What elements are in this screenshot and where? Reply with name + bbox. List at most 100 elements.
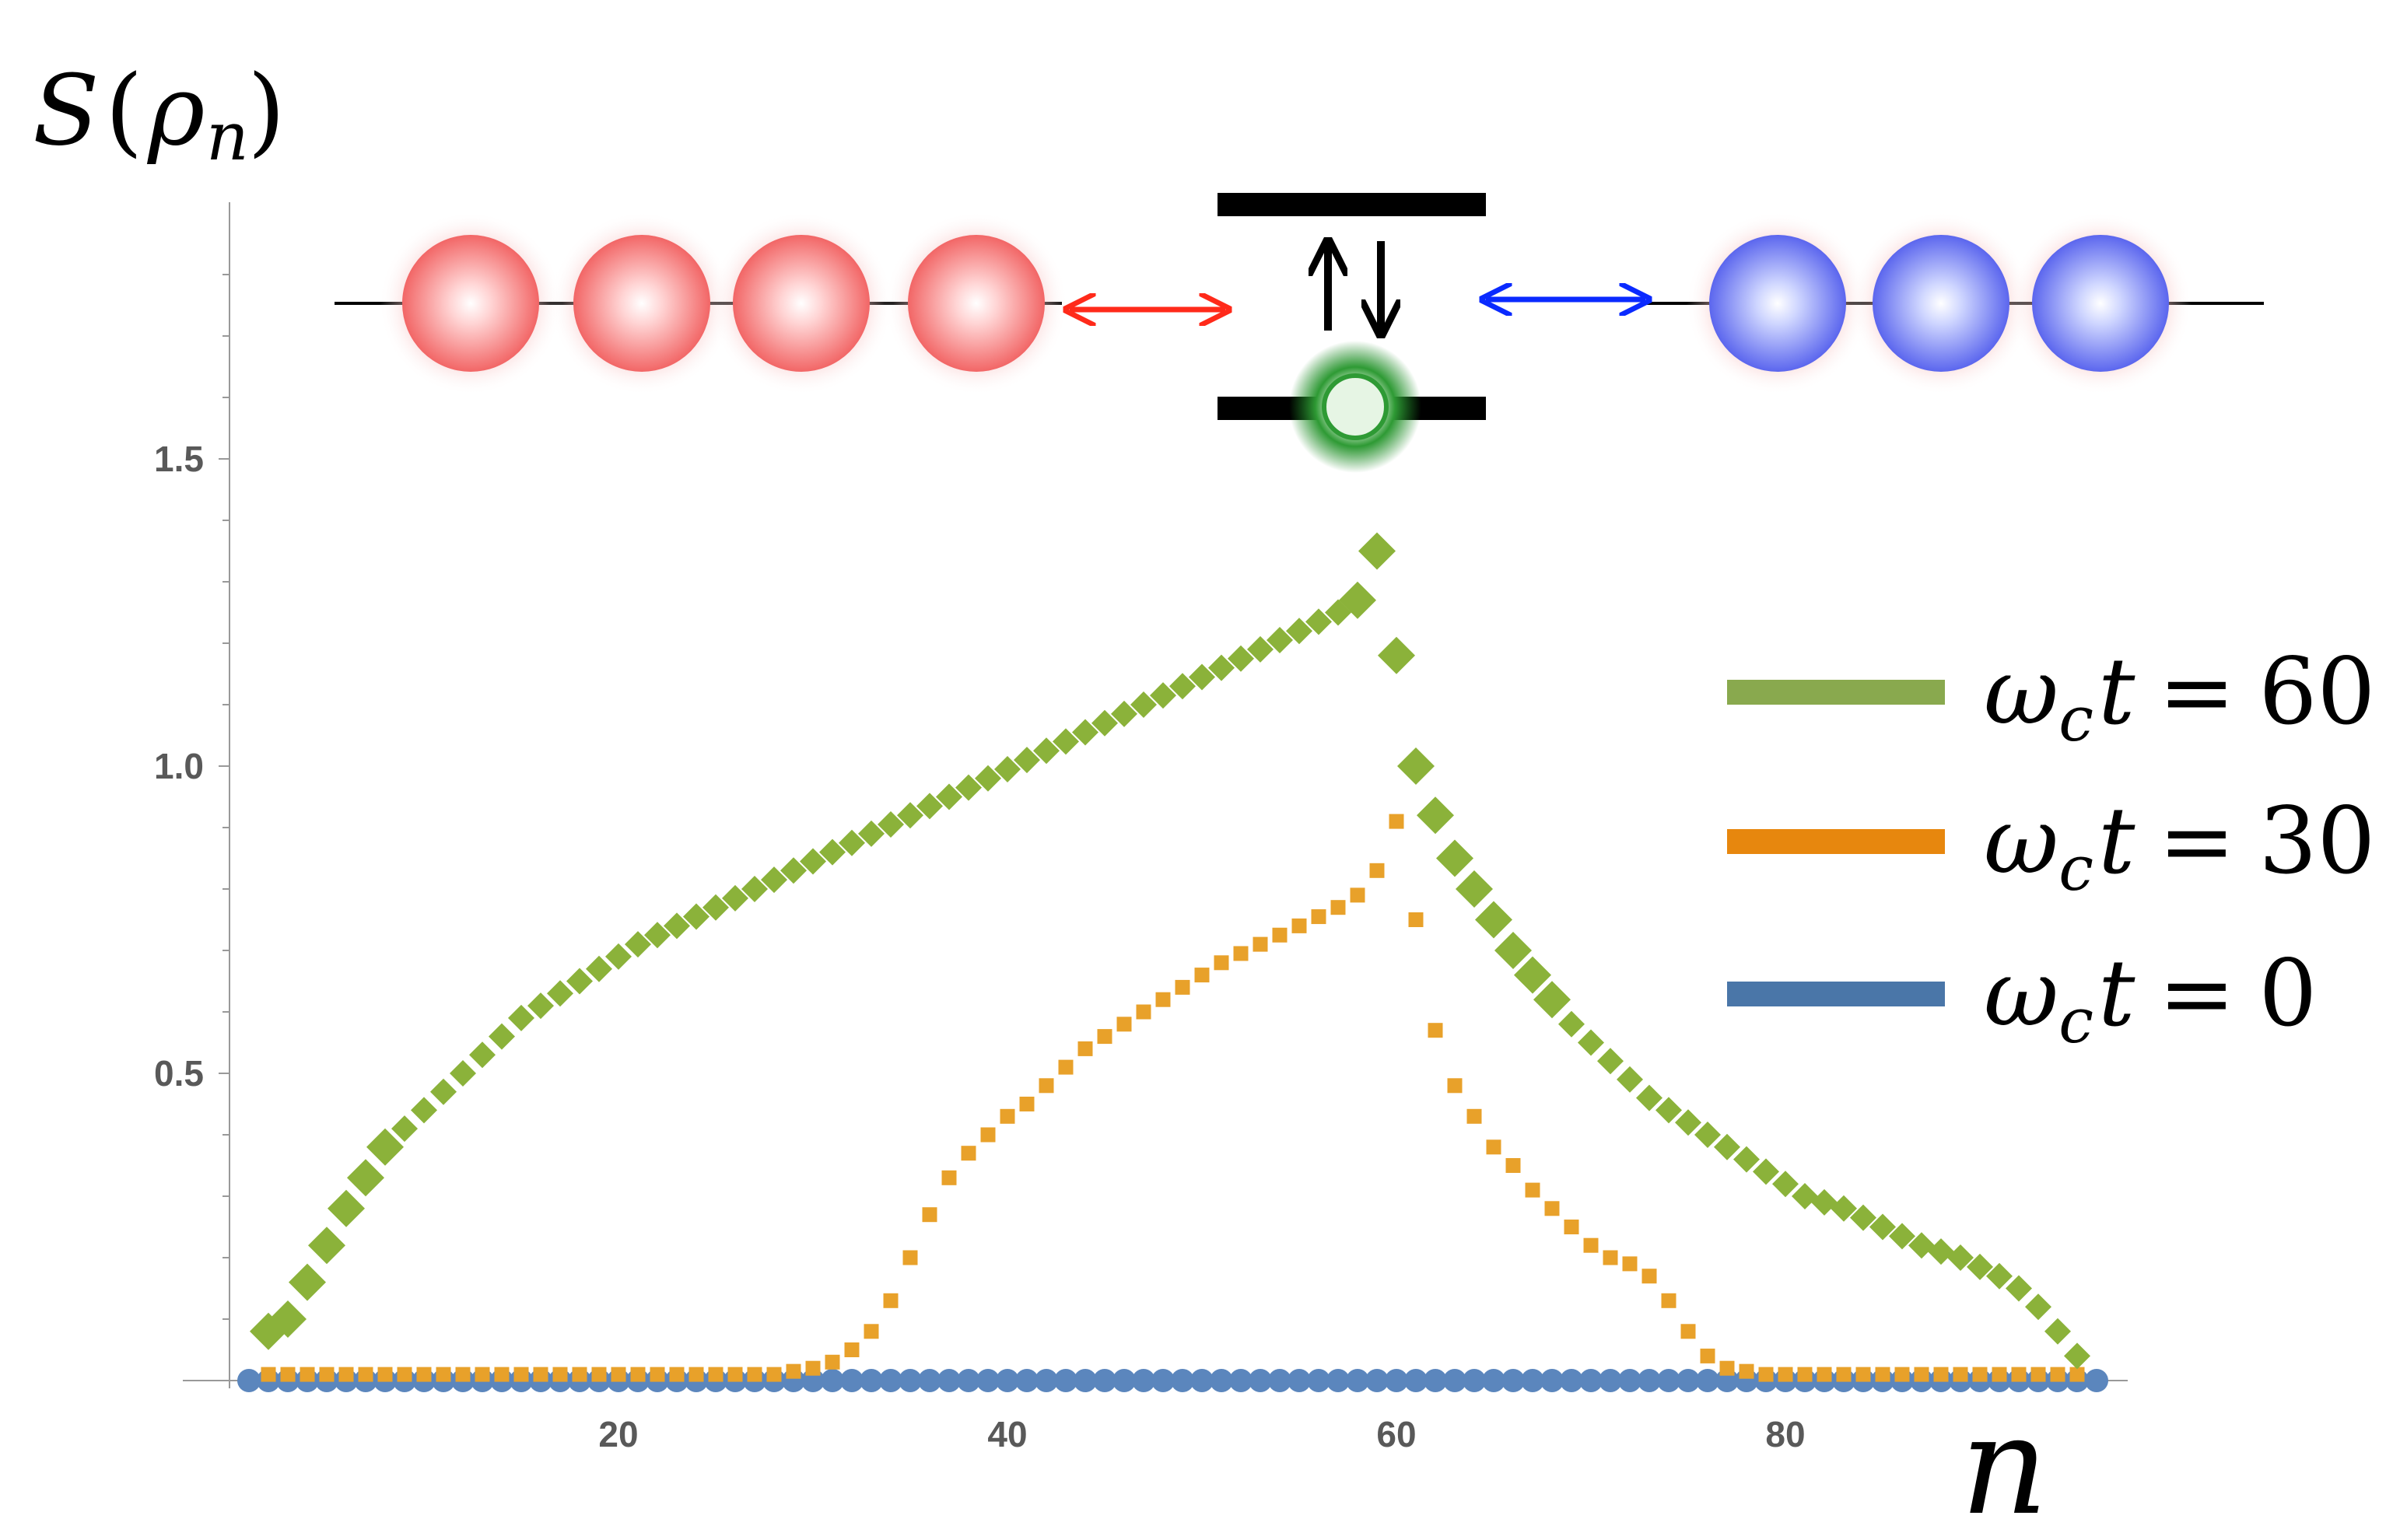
point-wct30	[1272, 927, 1288, 943]
point-wct60	[1947, 1244, 1974, 1271]
point-wct0	[821, 1369, 844, 1392]
y-tick-label: 0.5	[154, 1053, 204, 1094]
point-wct30	[1466, 1108, 1482, 1124]
point-wct30	[397, 1367, 412, 1382]
point-wct60	[1636, 1084, 1662, 1111]
point-wct30	[475, 1367, 490, 1382]
point-wct60	[1436, 839, 1473, 877]
point-wct60	[1150, 682, 1176, 709]
point-wct60	[1733, 1146, 1760, 1173]
point-wct30	[961, 1146, 976, 1161]
point-wct30	[669, 1367, 685, 1382]
point-wct60	[1033, 737, 1060, 765]
point-wct60	[800, 848, 826, 875]
point-wct30	[650, 1367, 665, 1382]
point-wct30	[1194, 968, 1210, 983]
point-wct60	[1753, 1158, 1779, 1185]
point-wct0	[1190, 1369, 1214, 1392]
point-wct60	[328, 1189, 365, 1227]
point-wct60	[1072, 719, 1098, 746]
point-wct0	[1482, 1369, 1505, 1392]
point-wct0	[2085, 1369, 2108, 1392]
point-wct0	[1288, 1369, 1311, 1392]
point-wct60	[1694, 1122, 1721, 1148]
point-wct30	[1564, 1220, 1579, 1234]
point-wct0	[840, 1369, 864, 1392]
point-wct0	[1521, 1369, 1544, 1392]
point-wct60	[994, 755, 1021, 782]
x-tick-label: 40	[987, 1414, 1027, 1454]
point-wct60	[1267, 627, 1293, 654]
point-wct30	[1253, 936, 1268, 952]
y-tick-labels: 0.5 1.0 1.5	[154, 439, 204, 1094]
point-wct30	[941, 1170, 957, 1185]
atom	[1322, 373, 1389, 440]
y-minor-ticks	[219, 274, 229, 1320]
point-wct30	[300, 1367, 315, 1382]
point-wct60	[269, 1300, 307, 1338]
point-wct60	[566, 968, 593, 995]
point-wct60	[1014, 747, 1040, 774]
blue-ball	[1709, 235, 1846, 372]
point-wct60	[1494, 932, 1532, 969]
x-axis-title: n	[1960, 1388, 2048, 1540]
point-wct0	[237, 1369, 261, 1392]
point-wct0	[1560, 1369, 1583, 1392]
point-wct0	[1132, 1369, 1155, 1392]
point-wct30	[1661, 1293, 1677, 1308]
point-wct30	[1136, 1004, 1151, 1020]
point-wct0	[1249, 1369, 1272, 1392]
point-wct30	[708, 1367, 724, 1382]
point-wct0	[1657, 1369, 1680, 1392]
blue-ball	[1873, 235, 2009, 372]
point-wct30	[1428, 1023, 1443, 1038]
point-wct0	[1093, 1369, 1116, 1392]
point-wct60	[722, 884, 748, 912]
point-wct60	[411, 1097, 437, 1124]
point-wct30	[1486, 1139, 1501, 1155]
point-wct60	[955, 774, 982, 801]
point-wct30	[1505, 1158, 1521, 1173]
point-wct30	[1039, 1078, 1054, 1094]
point-wct0	[1112, 1369, 1136, 1392]
point-wct30	[1525, 1182, 1540, 1198]
point-wct60	[366, 1128, 404, 1166]
point-wct60	[1456, 870, 1493, 908]
point-wct30	[1836, 1367, 1852, 1382]
point-wct30	[552, 1367, 568, 1382]
point-wct30	[1758, 1367, 1774, 1382]
point-wct30	[1389, 814, 1404, 829]
point-wct60	[1850, 1204, 1876, 1231]
point-wct30	[1953, 1367, 1968, 1382]
point-wct30	[825, 1354, 840, 1370]
point-wct30	[1719, 1360, 1735, 1376]
point-wct0	[1424, 1369, 1447, 1392]
point-wct60	[1169, 673, 1196, 700]
point-wct30	[2069, 1367, 2085, 1382]
point-wct0	[1035, 1369, 1058, 1392]
point-wct30	[786, 1363, 801, 1379]
point-wct0	[1307, 1369, 1330, 1392]
point-wct0	[1151, 1369, 1175, 1392]
point-wct30	[416, 1367, 432, 1382]
point-wct60	[897, 802, 923, 829]
point-wct30	[883, 1293, 899, 1308]
point-wct30	[377, 1367, 393, 1382]
point-wct60	[1305, 608, 1332, 635]
point-wct60	[1130, 691, 1157, 718]
legend-label: ωct = 60	[1984, 638, 2376, 755]
point-wct60	[430, 1078, 457, 1105]
point-wct60	[780, 857, 807, 884]
point-wct0	[1015, 1369, 1039, 1392]
point-wct60	[605, 943, 632, 970]
point-wct60	[1908, 1232, 1935, 1259]
point-wct30	[1641, 1269, 1657, 1284]
point-wct30	[611, 1367, 626, 1382]
point-wct0	[860, 1369, 883, 1392]
point-wct60	[2006, 1275, 2032, 1302]
point-wct60	[2025, 1293, 2051, 1321]
svg-text:n: n	[206, 99, 249, 176]
legend-label: ωct = 0	[1984, 940, 2317, 1057]
point-wct60	[1772, 1171, 1799, 1198]
point-wct0	[1579, 1369, 1603, 1392]
